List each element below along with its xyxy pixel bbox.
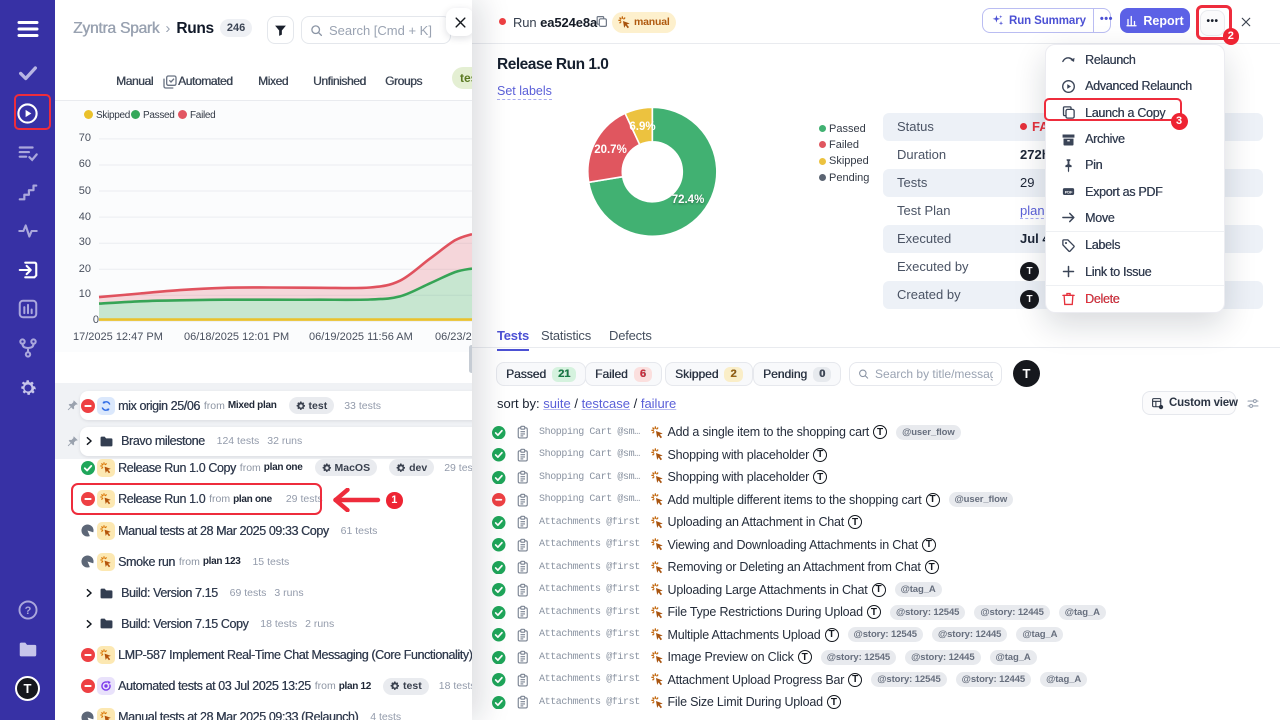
svg-text:?: ?: [24, 605, 31, 617]
svg-text:PDF: PDF: [1065, 189, 1073, 194]
svg-text:72.4%: 72.4%: [672, 194, 705, 206]
svg-text:20.7%: 20.7%: [594, 144, 627, 156]
svg-text:6.9%: 6.9%: [629, 121, 655, 133]
